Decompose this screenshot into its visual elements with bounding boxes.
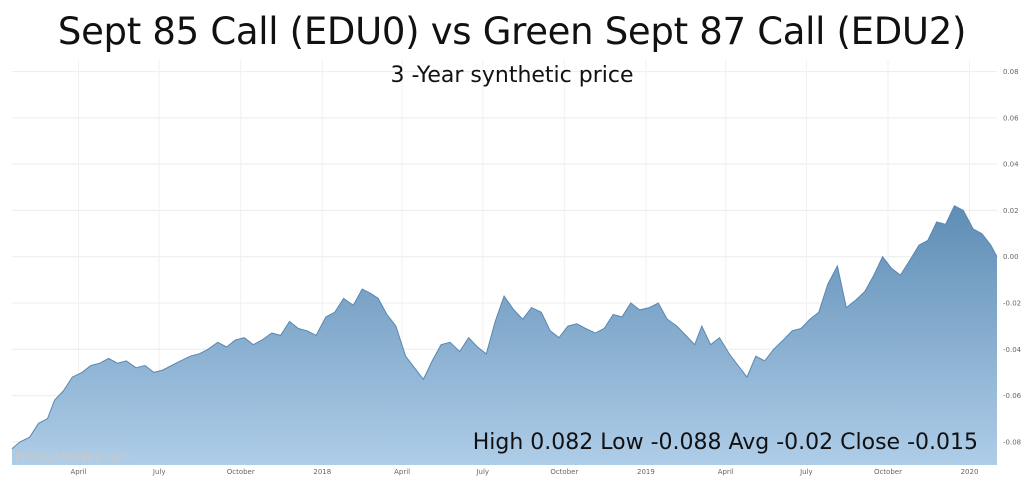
x-tick-label: July (799, 468, 813, 476)
x-tick-label: July (152, 468, 166, 476)
chart-title: Sept 85 Call (EDU0) vs Green Sept 87 Cal… (57, 10, 967, 53)
y-tick-label: 0.00 (1003, 253, 1019, 261)
x-tick-label: July (475, 468, 489, 476)
watermark-text: PricingMonkey.com (15, 450, 130, 464)
y-tick-label: -0.06 (1003, 392, 1022, 400)
y-tick-label: 0.06 (1003, 114, 1019, 122)
series-area (12, 205, 997, 466)
x-tick-label: 2018 (313, 468, 331, 476)
y-tick-label: -0.02 (1003, 300, 1021, 308)
y-axis-ticks: 0.08 0.06 0.04 0.02 0.00 -0.02 -0.04 -0.06 -0.08 (1003, 68, 1022, 446)
x-axis-ticks: April July October 2018 April July October 2019… (70, 468, 978, 476)
y-tick-label: 0.02 (1003, 207, 1019, 215)
x-tick-label: October (550, 468, 578, 476)
y-tick-label: -0.08 (1003, 438, 1021, 446)
y-tick-label: 0.04 (1003, 161, 1019, 169)
x-tick-label: April (70, 468, 86, 476)
summary-stats: High 0.082 Low -0.088 Avg -0.02 Close -0… (472, 430, 978, 455)
y-tick-label: 0.08 (1003, 68, 1019, 76)
x-tick-label: October (874, 468, 902, 476)
x-tick-label: April (718, 468, 734, 476)
x-tick-label: October (227, 468, 255, 476)
series-line (11, 205, 998, 450)
chart-subtitle: 3 -Year synthetic price (390, 63, 634, 88)
y-tick-label: -0.04 (1003, 346, 1022, 354)
x-tick-label: April (394, 468, 410, 476)
x-tick-label: 2020 (961, 468, 979, 476)
x-tick-label: 2019 (637, 468, 655, 476)
